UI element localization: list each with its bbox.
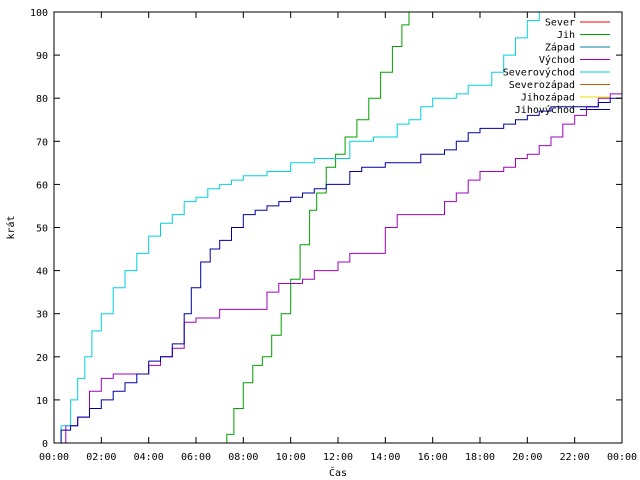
series-line-1 xyxy=(219,12,410,444)
x-tick-label: 12:00 xyxy=(323,452,353,463)
x-tick-label: 14:00 xyxy=(370,452,400,463)
x-tick-label: 06:00 xyxy=(181,452,211,463)
legend-label: Severozápad xyxy=(509,79,575,91)
x-axis-label: Čas xyxy=(329,466,347,479)
y-axis: 0 10 20 30 40 50 60 70 80 90 100 xyxy=(30,8,622,450)
y-axis-label: krát xyxy=(5,215,17,239)
y-tick-label: 50 xyxy=(36,224,48,235)
legend-label: Západ xyxy=(545,42,575,54)
x-tick-label: 00:00 xyxy=(39,452,69,463)
y-tick-label: 30 xyxy=(36,310,48,321)
x-tick-label: 10:00 xyxy=(276,452,306,463)
y-tick-label: 0 xyxy=(42,439,48,450)
series-lines xyxy=(54,12,623,444)
x-tick-label: 16:00 xyxy=(418,452,448,463)
legend-label: Jihovýchod xyxy=(515,104,575,116)
y-tick-label: 10 xyxy=(36,396,48,407)
legend-label: Jih xyxy=(557,30,575,41)
y-tick-label: 40 xyxy=(36,267,48,278)
y-tick-label: 70 xyxy=(36,137,48,148)
x-tick-label: 00:00 xyxy=(607,452,637,463)
y-tick-label: 80 xyxy=(36,94,48,105)
x-tick-label: 20:00 xyxy=(512,452,542,463)
x-tick-label: 04:00 xyxy=(134,452,164,463)
x-tick-label: 18:00 xyxy=(465,452,495,463)
legend-label: Jihozápad xyxy=(521,92,575,104)
x-tick-label: 22:00 xyxy=(560,452,590,463)
series-line-7 xyxy=(54,81,623,444)
series-line-4 xyxy=(54,12,540,444)
legend-label: Východ xyxy=(539,54,575,66)
x-tick-label: 08:00 xyxy=(228,452,258,463)
x-tick-label: 02:00 xyxy=(86,452,116,463)
legend-label: Sever xyxy=(545,18,575,29)
x-axis: 00:00 02:00 04:00 06:00 08:00 10:00 12:00 14:00… xyxy=(39,12,637,463)
legend-label: Severovýchod xyxy=(503,67,575,79)
y-tick-label: 60 xyxy=(36,180,48,191)
legend: SeverJihZápadVýchodSeverovýchodSeverozáp… xyxy=(503,18,610,116)
y-tick-label: 90 xyxy=(36,51,48,62)
y-tick-label: 100 xyxy=(30,8,48,19)
y-tick-label: 20 xyxy=(36,353,48,364)
